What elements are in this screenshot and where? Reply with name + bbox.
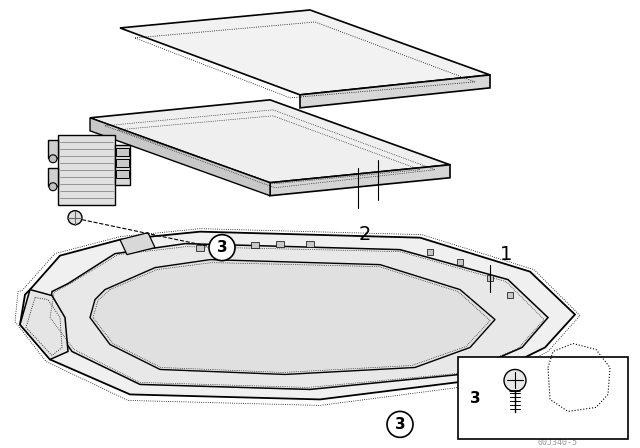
Circle shape: [209, 235, 235, 261]
Circle shape: [49, 155, 57, 163]
Polygon shape: [276, 241, 284, 247]
Polygon shape: [90, 260, 495, 375]
Polygon shape: [90, 100, 450, 183]
Circle shape: [68, 211, 82, 225]
Polygon shape: [251, 241, 259, 248]
Circle shape: [504, 370, 526, 392]
Polygon shape: [306, 241, 314, 247]
Polygon shape: [116, 148, 129, 156]
Polygon shape: [48, 140, 58, 158]
Polygon shape: [90, 118, 270, 196]
Polygon shape: [20, 232, 575, 400]
Polygon shape: [116, 170, 129, 178]
Polygon shape: [427, 249, 433, 254]
Text: 2: 2: [359, 225, 371, 244]
Polygon shape: [48, 168, 58, 186]
Polygon shape: [120, 233, 155, 254]
Polygon shape: [457, 258, 463, 265]
Circle shape: [49, 183, 57, 191]
Polygon shape: [20, 289, 68, 359]
Polygon shape: [487, 275, 493, 280]
Polygon shape: [115, 145, 130, 185]
Polygon shape: [226, 243, 234, 249]
Bar: [458, 358, 628, 439]
Text: 1: 1: [500, 245, 513, 264]
Polygon shape: [196, 245, 204, 250]
Polygon shape: [48, 244, 548, 389]
Polygon shape: [270, 165, 450, 196]
Text: 3: 3: [395, 417, 405, 432]
Circle shape: [387, 411, 413, 437]
Polygon shape: [120, 10, 490, 95]
Polygon shape: [300, 75, 490, 108]
Text: 00J340-5: 00J340-5: [538, 438, 578, 447]
Polygon shape: [116, 159, 129, 167]
Text: 3: 3: [217, 240, 227, 255]
Polygon shape: [58, 135, 115, 205]
Polygon shape: [507, 292, 513, 297]
Text: 3: 3: [470, 391, 480, 406]
